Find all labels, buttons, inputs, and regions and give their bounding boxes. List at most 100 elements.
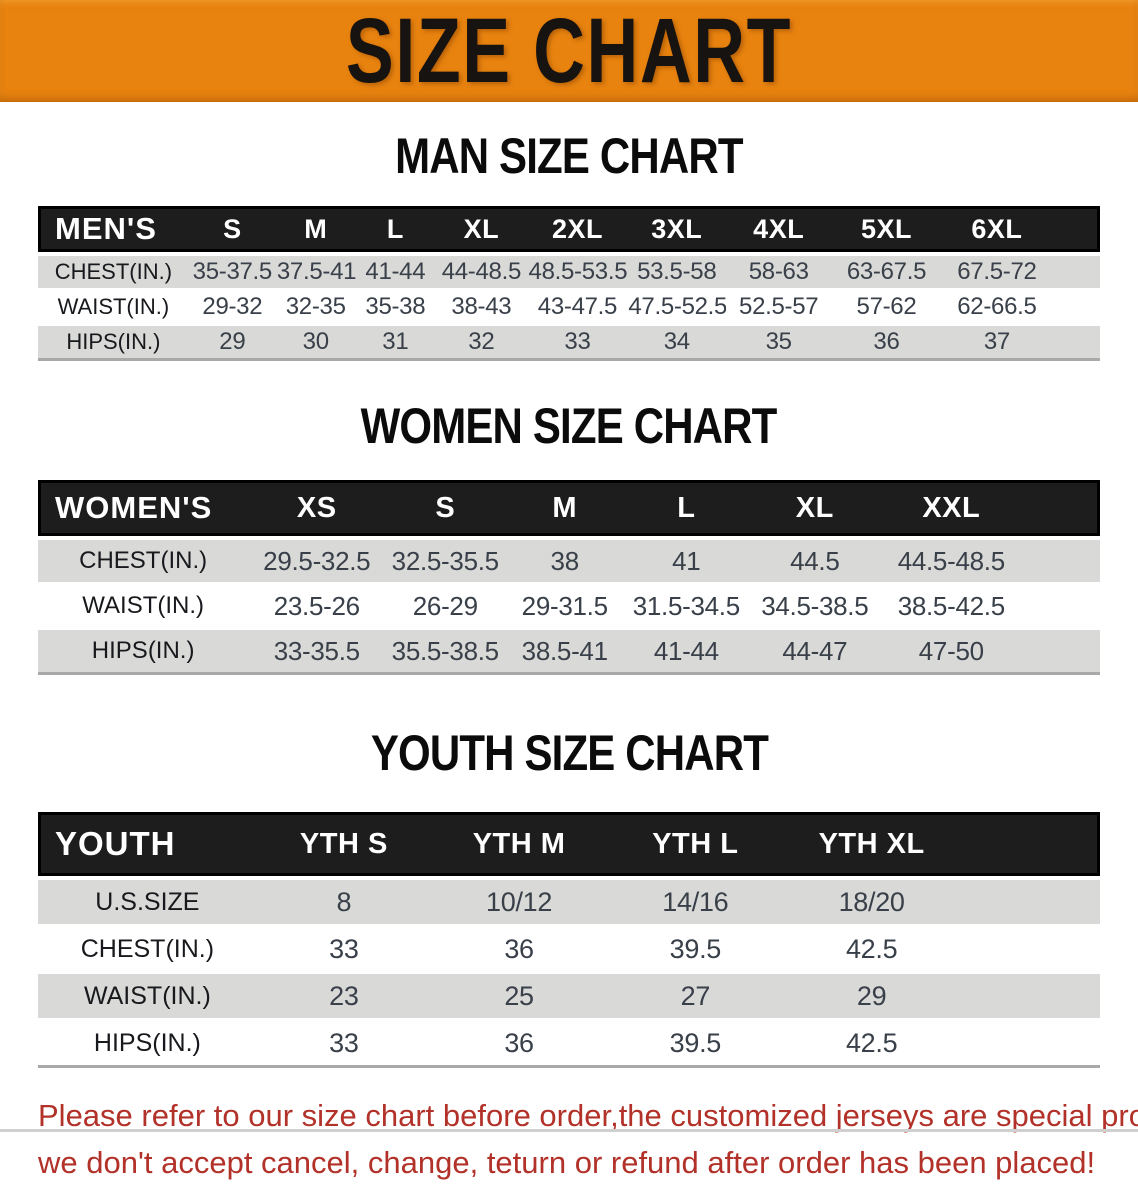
women-table-body: CHEST(IN.) 29.5-32.5 32.5-35.5 38 41 44.5 44.5… [38, 540, 1100, 672]
size-header-cell: 4XL [726, 206, 832, 256]
size-header-cell: XXL [881, 480, 1022, 540]
size-header-cell: YTH M [430, 812, 608, 880]
value-cell: 62-66.5 [941, 291, 1053, 326]
size-header-cell: 5XL [831, 206, 942, 256]
disclaimer-text: Please refer to our size chart before or… [38, 1092, 1138, 1186]
value-cell: 14/16 [607, 880, 784, 927]
value-cell: 47-50 [881, 630, 1022, 672]
row-label-cell: HIPS(IN.) [93, 1028, 201, 1057]
value-cell: 23 [256, 974, 431, 1021]
spacer-cell [959, 974, 1100, 1021]
size-header-cell: M [275, 206, 356, 256]
value-cell: 34 [627, 326, 727, 358]
measurement-row: WAIST(IN.) 23.5-26 26-29 29-31.5 31.5-34.5 34… [38, 585, 1100, 630]
row-label-cell: WAIST(IN.) [38, 291, 189, 326]
value-cell: 35-38 [355, 291, 436, 326]
size-header-cell: M [505, 480, 625, 540]
value-cell: 27 [607, 974, 784, 1021]
spacer-cell [960, 1021, 1100, 1065]
value-cell: 38.5-41 [505, 630, 625, 672]
value-cell: 44-47 [748, 630, 882, 672]
value-cell: 25 [430, 974, 608, 1021]
youth-section: YOUTH SIZE CHART YOUTH YTH S YTH M YTH L YTH… [0, 727, 1138, 1068]
size-header-cell: XS [248, 480, 386, 540]
table-label-cell: MEN'S [38, 206, 189, 256]
value-cell: 43-47.5 [527, 291, 628, 326]
value-cell: 35-37.5 [188, 256, 276, 291]
header-row: YOUTH YTH S YTH M YTH L YTH XL [38, 812, 1100, 880]
size-header-cell: 6XL [941, 206, 1053, 256]
value-cell: 36 [504, 1027, 534, 1058]
youth-table-body: U.S.SIZE 8 10/12 14/16 18/20 CHEST(IN.) 33 36 39… [38, 880, 1100, 1065]
banner-title: SIZE CHART [345, 0, 793, 102]
value-cell: 37.5-41 [275, 256, 356, 291]
value-cell: 18/20 [783, 880, 960, 927]
size-header-cell: XL [435, 206, 528, 256]
row-label-cell: CHEST(IN.) [38, 927, 257, 974]
value-cell: 41-44 [355, 256, 436, 291]
value-cell: 41-44 [624, 630, 749, 672]
value-cell: 29-31.5 [505, 585, 625, 630]
value-cell: 32-35 [275, 291, 356, 326]
header-row: WOMEN'S XS S M L XL XXL [38, 480, 1100, 540]
measurement-row: WAIST(IN.) 23 25 27 29 [38, 974, 1100, 1021]
value-cell: 30 [275, 326, 356, 358]
size-header-cell: 2XL [527, 206, 628, 256]
spacer-cell [1021, 630, 1100, 672]
value-cell: 29 [188, 326, 276, 358]
value-cell: 39.5 [607, 927, 784, 974]
value-cell: 31 [355, 326, 436, 358]
row-label-cell: HIPS(IN.) [38, 630, 249, 672]
spacer-cell [1052, 206, 1100, 256]
value-cell: 33-35.5 [248, 630, 386, 672]
header-row: MEN'S S M L XL 2XL 3XL 4XL 5XL 6XL [38, 206, 1100, 256]
women-table-header: WOMEN'S XS S M L XL XXL [38, 480, 1100, 540]
value-cell: 44-48.5 [435, 256, 528, 291]
spacer-cell [1052, 326, 1100, 358]
value-cell: 35.5-38.5 [385, 630, 506, 672]
measurement-row: HIPS(IN.) 33 36 39.5 42.5 [38, 1021, 1100, 1065]
measurement-row: HIPS(IN.) 29 30 31 32 33 34 35 36 37 [38, 326, 1100, 358]
size-header-cell: YTH XL [783, 812, 960, 880]
value-cell: 37 [941, 326, 1053, 358]
value-cell: 31.5-34.5 [624, 585, 749, 630]
men-table-header: MEN'S S M L XL 2XL 3XL 4XL 5XL 6XL [38, 206, 1100, 256]
spacer-cell [959, 927, 1100, 974]
measurement-row: CHEST(IN.) 33 36 39.5 42.5 [38, 927, 1100, 974]
value-cell: 29-32 [188, 291, 276, 326]
table-label-cell: WOMEN'S [38, 480, 249, 540]
youth-table-header: YOUTH YTH S YTH M YTH L YTH XL [38, 812, 1100, 880]
women-section-heading: WOMEN SIZE CHART [0, 400, 1138, 462]
measurement-row: CHEST(IN.) 35-37.5 37.5-41 41-44 44-48.5 48.5… [38, 256, 1100, 291]
value-cell: 33 [527, 326, 628, 358]
row-label-cell: U.S.SIZE [38, 880, 257, 927]
spacer-cell [1052, 256, 1100, 291]
value-cell: 42.5 [845, 1027, 898, 1058]
spacer-cell [959, 812, 1100, 880]
size-header-cell: XL [748, 480, 882, 540]
row-label-cell: CHEST(IN.) [38, 256, 189, 291]
value-cell: 53.5-58 [627, 256, 727, 291]
spacer-cell [1021, 585, 1100, 630]
value-cell: 32 [435, 326, 528, 358]
value-cell: 33 [256, 927, 431, 974]
measurement-row: U.S.SIZE 8 10/12 14/16 18/20 [38, 880, 1100, 927]
spacer-cell [1052, 291, 1100, 326]
youth-section-heading: YOUTH SIZE CHART [0, 727, 1138, 789]
size-header-cell: L [355, 206, 436, 256]
value-cell: 42.5 [783, 927, 960, 974]
bottom-edge-line [0, 1129, 1138, 1132]
value-cell: 57-62 [831, 291, 942, 326]
spacer-cell [1021, 480, 1100, 540]
row-label-cell: WAIST(IN.) [38, 974, 257, 1021]
value-cell: 29.5-32.5 [248, 540, 386, 585]
value-cell: 58-63 [726, 256, 832, 291]
spacer-cell [959, 880, 1100, 927]
value-cell: 44.5 [748, 540, 882, 585]
men-size-table: MEN'S S M L XL 2XL 3XL 4XL 5XL 6XL CHEST(IN.) 35-3… [38, 206, 1100, 361]
youth-section-heading-text: YOUTH SIZE CHART [370, 725, 768, 781]
men-table-wrap: MEN'S S M L XL 2XL 3XL 4XL 5XL 6XL CHEST(IN.) 35-3… [38, 206, 1100, 361]
measurement-row: WAIST(IN.) 29-32 32-35 35-38 38-43 43-47.5 47.… [38, 291, 1100, 326]
value-cell: 38-43 [435, 291, 528, 326]
value-cell: 10/12 [430, 880, 608, 927]
